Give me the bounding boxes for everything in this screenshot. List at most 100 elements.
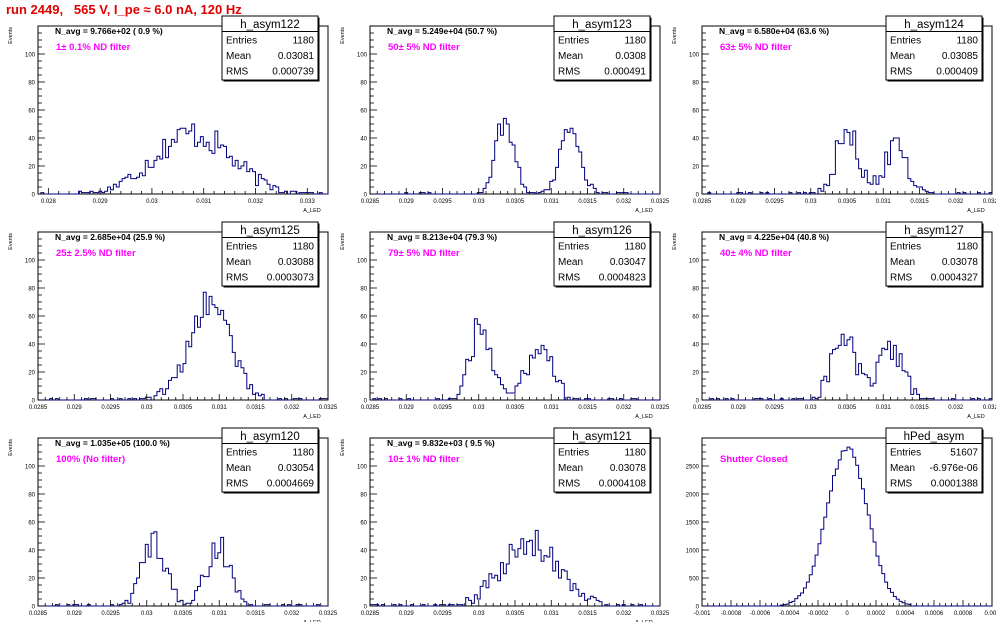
stats-title: h_asym121 bbox=[572, 431, 631, 443]
y-axis-title: Events bbox=[672, 27, 678, 44]
y-tick-label: 500 bbox=[689, 577, 700, 583]
y-tick-label: 0 bbox=[696, 605, 700, 611]
y-tick-label: 1500 bbox=[686, 521, 700, 527]
y-tick-label: 40 bbox=[692, 137, 699, 143]
x-tick-label: 0.0305 bbox=[506, 199, 525, 205]
stats-value-rms: 0.000491 bbox=[604, 67, 646, 78]
x-tick-label: 0.0305 bbox=[506, 611, 525, 617]
x-tick-label: 0.029 bbox=[93, 199, 109, 205]
y-tick-label: 2000 bbox=[686, 493, 700, 499]
x-tick-label: 0 bbox=[845, 611, 849, 617]
x-tick-label: 0.0295 bbox=[433, 405, 452, 411]
x-tick-label: 0.0325 bbox=[651, 611, 670, 617]
x-tick-label: 0.032 bbox=[616, 199, 632, 205]
x-tick-label: 0.0285 bbox=[361, 405, 380, 411]
histogram-pad-h_asym123: 0 20 40 60 80 100 0.0285 0.029 0.0295 0.03 0.0305 0… bbox=[340, 15, 670, 214]
x-axis-title: A_LED bbox=[635, 414, 652, 420]
x-tick-label: 0.03 bbox=[805, 199, 817, 205]
filter-label: 10± 1% ND filter bbox=[388, 454, 460, 465]
y-tick-label: 40 bbox=[692, 343, 699, 349]
histogram-line bbox=[370, 318, 660, 401]
y-tick-label: 100 bbox=[25, 465, 36, 471]
filter-label: 100% (No filter) bbox=[56, 454, 125, 465]
stats-value-mean: 0.03081 bbox=[278, 51, 315, 62]
stats-box bbox=[221, 221, 319, 287]
stats-value-entries: 51607 bbox=[950, 448, 978, 459]
y-tick-label: 20 bbox=[692, 371, 699, 377]
stats-title: h_asym120 bbox=[240, 431, 299, 443]
stats-label-mean: Mean bbox=[226, 463, 251, 474]
stats-title: h_asym125 bbox=[240, 225, 299, 237]
x-tick-label: 0.029 bbox=[731, 199, 747, 205]
x-tick-label: 0.0295 bbox=[101, 611, 120, 617]
stats-label-mean: Mean bbox=[226, 257, 251, 268]
y-tick-label: 60 bbox=[360, 315, 367, 321]
stats-title: hPed_asym bbox=[904, 431, 965, 443]
x-tick-label: 0.031 bbox=[212, 405, 228, 411]
y-axis-title: Events bbox=[8, 439, 14, 456]
stats-value-entries: 1180 bbox=[956, 36, 978, 47]
stats-label-entries: Entries bbox=[226, 36, 257, 47]
x-tick-label: 0.032 bbox=[616, 611, 632, 617]
stats-value-rms: 0.0003073 bbox=[267, 273, 315, 284]
y-axis-title: Events bbox=[340, 233, 346, 250]
y-tick-label: 100 bbox=[357, 465, 368, 471]
x-tick-label: 0.031 bbox=[544, 199, 560, 205]
x-tick-label: 0.0315 bbox=[578, 611, 597, 617]
x-tick-label: 0.03 bbox=[146, 199, 158, 205]
stats-box bbox=[885, 15, 983, 81]
stats-value-mean: 0.03085 bbox=[942, 51, 979, 62]
y-tick-label: 0 bbox=[32, 399, 36, 405]
x-tick-label: -0.0004 bbox=[779, 611, 800, 617]
stats-box bbox=[553, 221, 651, 287]
y-tick-label: 1000 bbox=[686, 549, 700, 555]
stats-label-mean: Mean bbox=[890, 463, 915, 474]
y-tick-label: 60 bbox=[360, 521, 367, 527]
stats-value-entries: 1180 bbox=[292, 448, 314, 459]
stats-label-rms: RMS bbox=[890, 273, 913, 284]
y-tick-label: 0 bbox=[364, 605, 368, 611]
histogram-pad-h_asym121: 0 20 40 60 80 100 0.0285 0.029 0.0295 0.03 0.0305 0… bbox=[340, 427, 670, 622]
stats-label-entries: Entries bbox=[890, 242, 921, 253]
navg-label: N_avg = 4.225e+04 (40.8 %) bbox=[719, 232, 829, 242]
navg-label: N_avg = 9.832e+03 ( 9.5 %) bbox=[387, 438, 495, 448]
stats-label-rms: RMS bbox=[558, 67, 581, 78]
x-tick-label: 0.0325 bbox=[983, 199, 996, 205]
histogram-pad-h_asym124: 0 20 40 60 80 100 0.0285 0.029 0.0295 0.03 0.0305 0… bbox=[672, 15, 996, 214]
stats-label-entries: Entries bbox=[558, 36, 589, 47]
x-tick-label: 0.0305 bbox=[838, 405, 857, 411]
stats-title: h_asym124 bbox=[904, 19, 964, 31]
y-tick-label: 40 bbox=[360, 137, 367, 143]
stats-value-rms: 0.0004669 bbox=[267, 479, 315, 490]
x-tick-label: 0.001 bbox=[984, 611, 996, 617]
x-tick-label: 0.03 bbox=[141, 611, 153, 617]
stats-label-mean: Mean bbox=[558, 463, 583, 474]
x-tick-label: 0.032 bbox=[948, 199, 964, 205]
navg-label: N_avg = 8.213e+04 (79.3 %) bbox=[387, 232, 497, 242]
navg-label: N_avg = 5.249e+04 (50.7 %) bbox=[387, 26, 497, 36]
y-tick-label: 0 bbox=[32, 193, 36, 199]
x-tick-label: 0.032 bbox=[284, 611, 300, 617]
y-tick-label: 80 bbox=[28, 493, 35, 499]
x-tick-label: 0.0295 bbox=[765, 199, 784, 205]
stats-label-mean: Mean bbox=[558, 51, 583, 62]
x-tick-label: 0.0285 bbox=[29, 405, 48, 411]
x-tick-label: -0.0006 bbox=[750, 611, 771, 617]
stats-value-entries: 1180 bbox=[956, 242, 978, 253]
y-tick-label: 60 bbox=[360, 109, 367, 115]
x-tick-label: 0.0325 bbox=[319, 611, 338, 617]
y-axis-title: Events bbox=[672, 233, 678, 250]
x-tick-label: 0.0002 bbox=[867, 611, 886, 617]
stats-label-mean: Mean bbox=[558, 257, 583, 268]
x-tick-label: 0.0295 bbox=[101, 405, 120, 411]
x-axis-title: A_LED bbox=[635, 620, 652, 622]
stats-value-rms: 0.0004823 bbox=[599, 273, 647, 284]
y-tick-label: 80 bbox=[360, 81, 367, 87]
navg-label: N_avg = 6.580e+04 (63.6 %) bbox=[719, 26, 829, 36]
x-tick-label: 0.0325 bbox=[651, 199, 670, 205]
x-tick-label: 0.0315 bbox=[246, 405, 265, 411]
stats-title: h_asym126 bbox=[572, 225, 631, 237]
stats-box bbox=[553, 427, 651, 493]
y-tick-label: 80 bbox=[692, 81, 699, 87]
stats-title: h_asym122 bbox=[240, 19, 299, 31]
